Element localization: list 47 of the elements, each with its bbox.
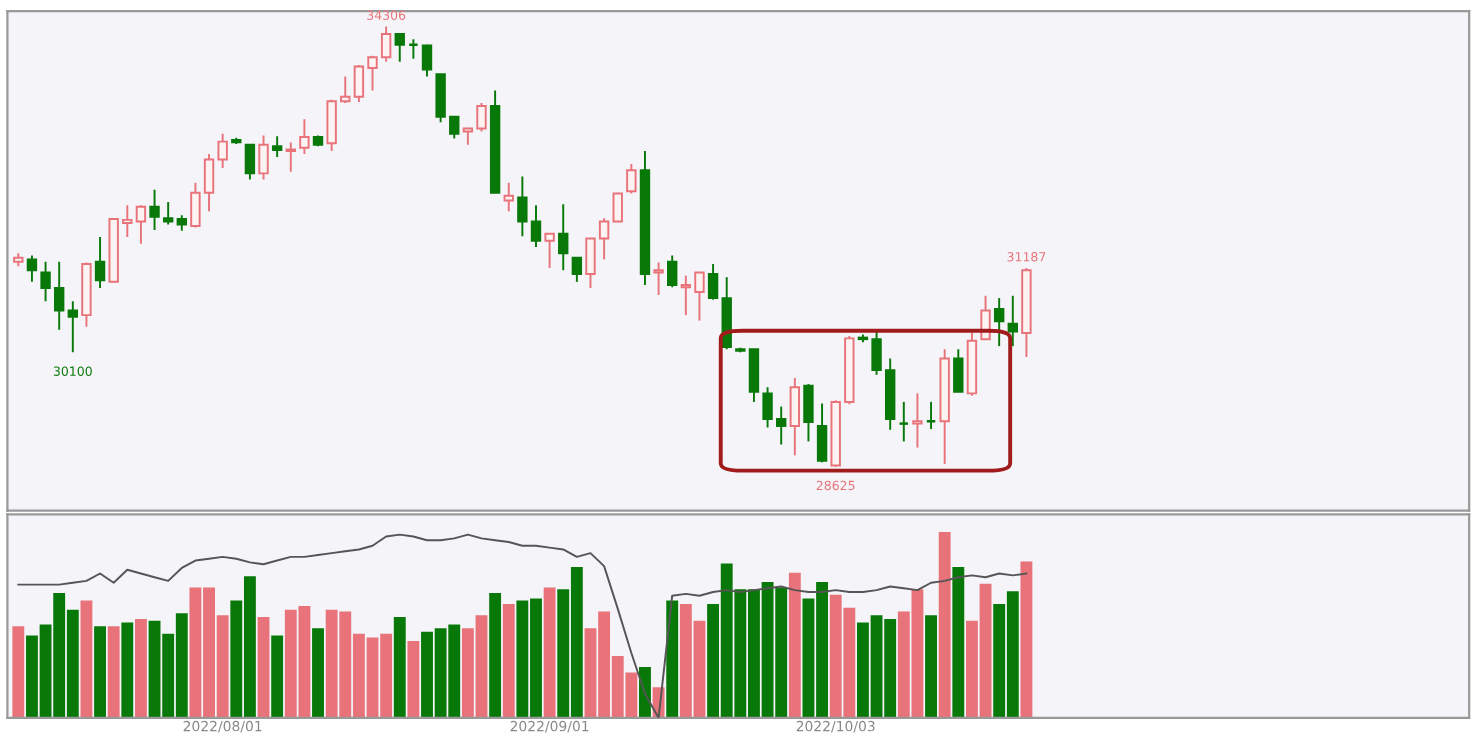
candlestick: [803, 383, 814, 443]
bar: [938, 531, 951, 718]
candlestick: [271, 135, 283, 159]
bar: [788, 572, 801, 718]
candlestick: [67, 300, 78, 354]
bar: [1020, 561, 1033, 718]
bar: [407, 641, 420, 718]
bar: [271, 635, 284, 718]
bar: [80, 600, 93, 718]
candlestick: [653, 261, 664, 296]
bar: [257, 617, 270, 718]
candlestick: [571, 256, 583, 283]
candlestick: [925, 400, 937, 430]
bar: [107, 626, 120, 718]
candlestick: [993, 297, 1005, 348]
bar: [502, 604, 515, 718]
bar: [952, 567, 965, 718]
bar: [925, 615, 937, 718]
candlestick: [94, 235, 106, 289]
bar: [543, 587, 556, 718]
candlestick: [1007, 294, 1018, 348]
candlestick: [707, 263, 719, 301]
candlestick: [816, 402, 828, 464]
bar: [393, 617, 406, 718]
candlestick: [421, 43, 433, 78]
candlestick: [898, 400, 910, 443]
candlestick: [394, 32, 405, 63]
candlestick: [544, 232, 555, 269]
candlestick: [626, 163, 637, 195]
candlestick: [912, 392, 923, 449]
bar: [312, 628, 324, 718]
candlestick: [558, 203, 569, 272]
candlestick: [135, 204, 147, 245]
bar: [134, 618, 147, 718]
candlestick: [26, 254, 38, 283]
bar: [94, 626, 106, 718]
bar: [121, 622, 134, 718]
candlestick: [612, 191, 623, 223]
candlestick: [953, 348, 964, 393]
bar: [489, 593, 502, 718]
bar: [12, 626, 25, 718]
candlestick: [258, 134, 269, 181]
candlestick: [667, 254, 678, 289]
bar: [666, 600, 679, 718]
candlestick: [789, 376, 801, 457]
candlestick: [244, 142, 256, 181]
candlestick: [503, 181, 514, 213]
